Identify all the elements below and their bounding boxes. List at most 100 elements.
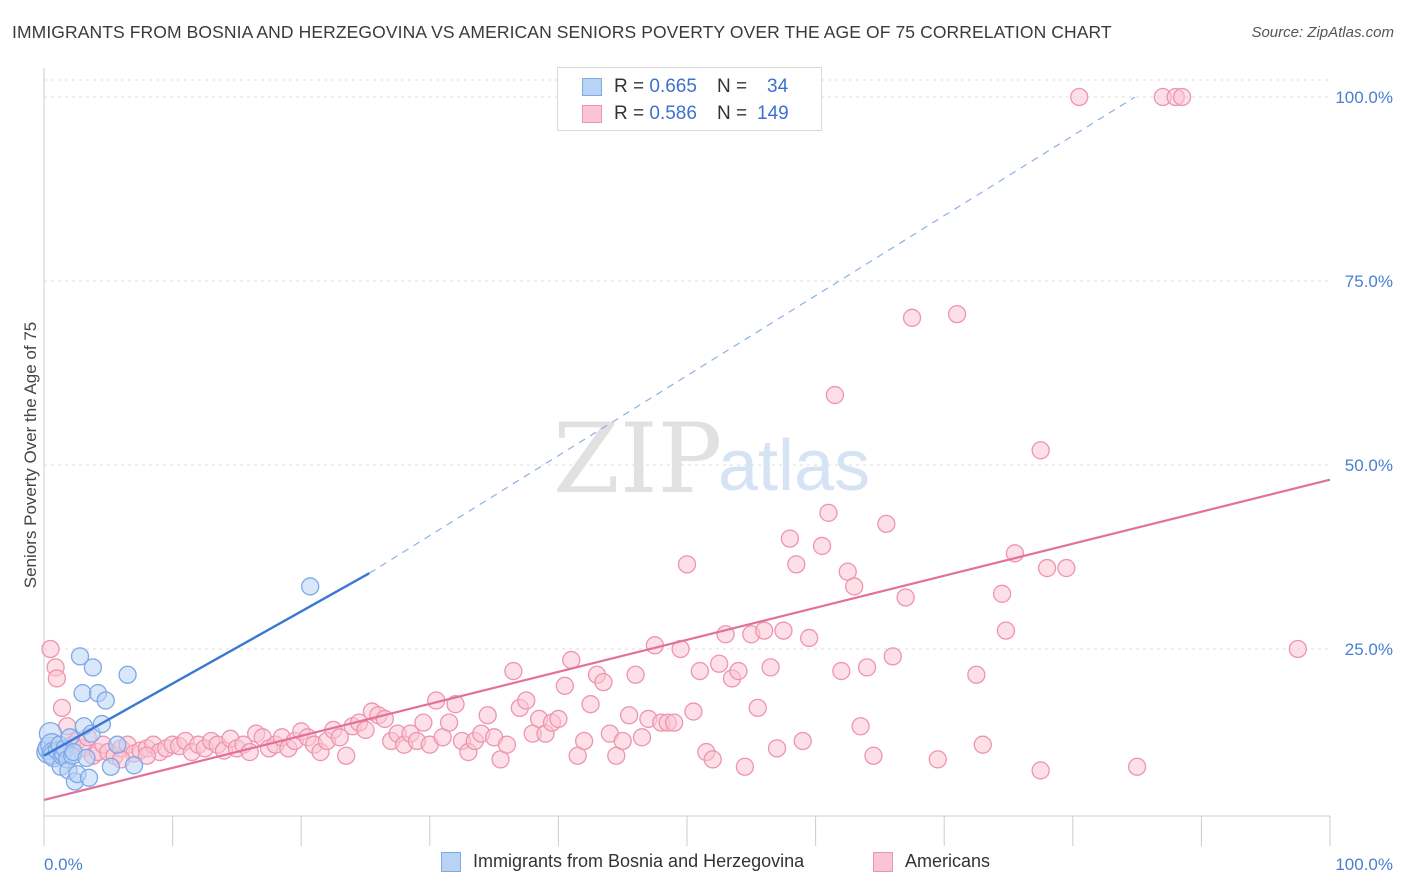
point-americans bbox=[684, 702, 703, 721]
point-americans bbox=[581, 695, 600, 714]
point-americans bbox=[729, 661, 748, 681]
point-americans bbox=[574, 731, 594, 751]
legend-swatch-bosnia bbox=[582, 78, 602, 96]
point-americans bbox=[52, 698, 72, 718]
point-americans bbox=[677, 555, 697, 574]
point-bosnia bbox=[73, 684, 92, 703]
point-bosnia bbox=[96, 691, 115, 710]
point-americans bbox=[478, 706, 497, 725]
point-bosnia bbox=[79, 768, 99, 787]
data-points bbox=[36, 87, 1307, 791]
point-americans bbox=[774, 621, 793, 640]
legend-r-label: R = bbox=[614, 103, 645, 124]
point-americans bbox=[1031, 761, 1050, 780]
point-americans bbox=[1057, 558, 1076, 578]
trend-line-bosnia bbox=[43, 572, 370, 757]
bottom-legend-swatch-bosnia bbox=[441, 851, 461, 872]
point-americans bbox=[877, 514, 896, 534]
point-americans bbox=[819, 503, 838, 522]
point-americans bbox=[902, 308, 922, 327]
point-americans bbox=[928, 750, 947, 769]
point-americans bbox=[755, 621, 774, 640]
point-bosnia bbox=[108, 735, 127, 754]
legend-row-bosnia: R = 0.665 N = 34 bbox=[582, 75, 788, 99]
point-americans bbox=[504, 661, 523, 681]
point-americans bbox=[562, 650, 581, 670]
legend-n-value: 34 bbox=[767, 76, 789, 97]
bottom-legend-bosnia: Immigrants from Bosnia and Herzegovina bbox=[441, 851, 804, 872]
legend-swatch-americans bbox=[582, 105, 602, 123]
chart-title: IMMIGRANTS FROM BOSNIA AND HERZEGOVINA V… bbox=[12, 22, 1112, 42]
point-bosnia bbox=[101, 757, 121, 776]
point-bosnia bbox=[83, 658, 103, 677]
point-americans bbox=[800, 628, 819, 648]
legend-row-americans: R = 0.586 N = 149 bbox=[582, 102, 789, 126]
point-bosnia bbox=[118, 665, 137, 684]
point-americans bbox=[857, 658, 877, 677]
x-tick-label-min: 0.0% bbox=[44, 855, 83, 874]
point-americans bbox=[851, 717, 870, 736]
point-americans bbox=[710, 654, 729, 673]
point-americans bbox=[780, 529, 800, 548]
trend-lines bbox=[43, 96, 1331, 801]
point-americans bbox=[1070, 87, 1089, 107]
point-americans bbox=[812, 536, 832, 556]
bottom-legend-americans: Americans bbox=[873, 851, 990, 872]
legend: R = 0.665 N = 34 R = 0.586 N = 149 bbox=[557, 67, 822, 131]
point-americans bbox=[996, 621, 1016, 640]
point-americans bbox=[337, 746, 356, 765]
axes bbox=[43, 68, 1331, 846]
point-americans bbox=[613, 731, 632, 751]
legend-r-label: R = bbox=[614, 76, 645, 97]
point-americans bbox=[793, 731, 812, 751]
watermark-atlas: atlas bbox=[718, 426, 870, 506]
bottom-legend-swatch-americans bbox=[873, 851, 893, 872]
point-bosnia bbox=[70, 647, 90, 666]
point-americans bbox=[1031, 441, 1050, 460]
point-americans bbox=[41, 639, 60, 659]
point-americans bbox=[632, 728, 652, 747]
point-americans bbox=[137, 746, 157, 765]
point-americans bbox=[47, 669, 67, 688]
point-americans bbox=[664, 713, 684, 732]
point-americans bbox=[356, 720, 375, 740]
point-americans bbox=[832, 661, 851, 681]
legend-n-label: N = bbox=[716, 103, 748, 124]
source-credit: Source: ZipAtlas.com bbox=[1251, 24, 1394, 41]
point-americans bbox=[845, 577, 864, 596]
bottom-legend-label-bosnia: Immigrants from Bosnia and Herzegovina bbox=[473, 851, 805, 871]
point-americans bbox=[330, 728, 349, 747]
point-americans bbox=[626, 665, 645, 684]
point-bosnia bbox=[301, 577, 320, 596]
point-americans bbox=[703, 750, 722, 769]
point-americans bbox=[973, 735, 992, 754]
y-tick-label: 50.0% bbox=[1345, 456, 1393, 475]
point-americans bbox=[1172, 87, 1192, 107]
trend-line-americans bbox=[43, 478, 1331, 801]
point-americans bbox=[517, 691, 536, 710]
point-americans bbox=[767, 739, 787, 758]
point-americans bbox=[619, 706, 639, 725]
point-americans bbox=[761, 658, 780, 677]
point-americans bbox=[967, 665, 986, 684]
point-americans bbox=[594, 672, 613, 692]
point-americans bbox=[1127, 757, 1147, 776]
point-bosnia bbox=[124, 756, 144, 775]
point-americans bbox=[864, 746, 883, 765]
y-axis-label: Seniors Poverty Over the Age of 75 bbox=[21, 322, 40, 588]
point-americans bbox=[439, 713, 459, 732]
gridlines bbox=[44, 79, 1330, 650]
point-americans bbox=[497, 735, 517, 754]
point-americans bbox=[992, 584, 1012, 603]
legend-r-value: 0.586 bbox=[649, 103, 697, 124]
y-tick-label: 75.0% bbox=[1345, 272, 1393, 291]
tick-labels: 25.0% 50.0% 75.0% 100.0% 0.0% 100.0% bbox=[44, 88, 1393, 874]
point-americans bbox=[748, 698, 767, 718]
y-tick-label: 100.0% bbox=[1335, 88, 1393, 107]
point-americans bbox=[1288, 639, 1307, 659]
legend-n-label: N = bbox=[716, 76, 748, 97]
watermark-zip: ZIP bbox=[553, 403, 722, 515]
point-americans bbox=[446, 695, 465, 714]
point-americans bbox=[555, 676, 574, 695]
